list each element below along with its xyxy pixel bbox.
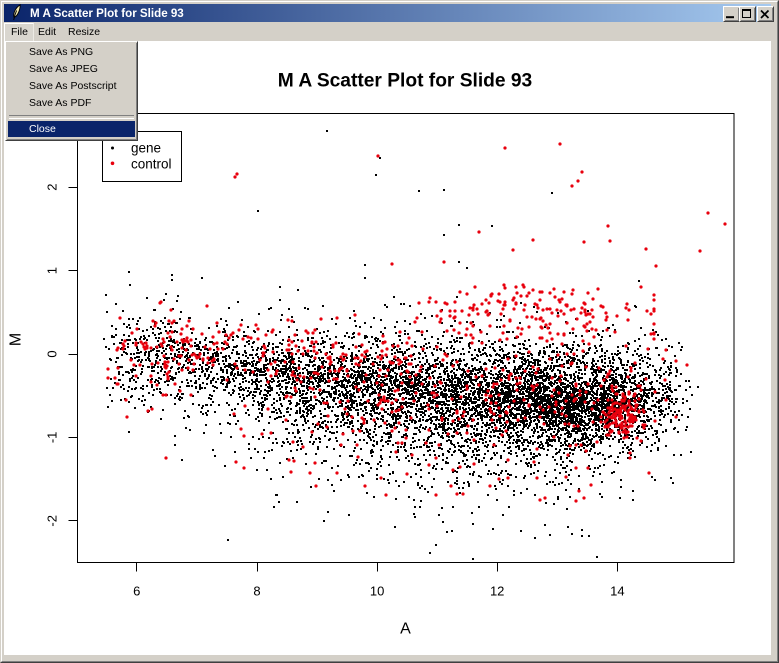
svg-text:2: 2 [45,184,60,191]
svg-text:gene: gene [131,141,161,156]
svg-text:-1: -1 [45,432,60,444]
svg-text:M A Scatter Plot for Slide 93: M A Scatter Plot for Slide 93 [278,71,532,92]
svg-text:control: control [131,156,172,171]
svg-text:8: 8 [253,584,260,599]
svg-text:M: M [8,333,25,346]
svg-text:14: 14 [610,584,624,599]
svg-text:10: 10 [370,584,384,599]
svg-text:12: 12 [490,584,504,599]
svg-text:-2: -2 [45,515,60,527]
svg-text:0: 0 [45,350,60,357]
svg-text:1: 1 [45,267,60,274]
svg-text:6: 6 [133,584,140,599]
svg-text:A: A [400,621,411,638]
